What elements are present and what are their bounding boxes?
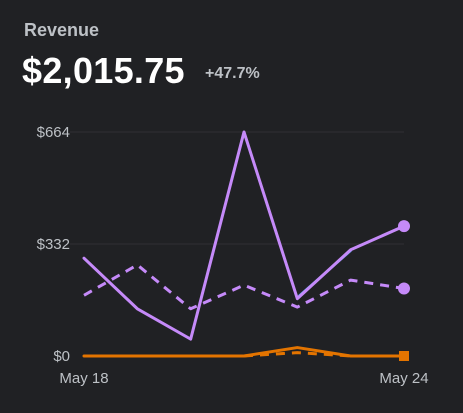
y-tick-label: $0 [53,348,70,365]
series-end-marker [399,351,409,361]
x-tick-label: May 24 [379,370,428,387]
series-end-marker [398,282,410,295]
series-end-marker [398,220,410,233]
card-title: Revenue [24,20,100,40]
revenue-total: $2,015.75 [22,50,185,91]
end-markers [398,220,410,361]
x-tick-labels: May 18 May 24 [59,370,428,387]
y-tick-label: $664 [37,124,70,141]
y-tick-label: $332 [37,236,70,253]
series-line [84,351,404,358]
revenue-change: +47.7% [205,65,260,82]
x-tick-label: May 18 [59,370,108,387]
series-line [82,130,406,341]
y-tick-labels: $664 $332 $0 [37,124,70,365]
grid-layer [70,131,404,245]
series-layer [82,130,406,358]
series-line [83,263,405,311]
